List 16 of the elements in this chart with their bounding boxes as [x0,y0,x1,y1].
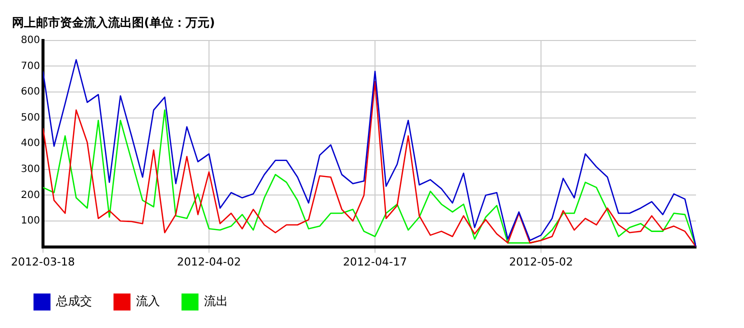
chart-title: 网上邮市资金流入流出图(单位：万元) [12,15,215,30]
x-tick-label: 2012-05-02 [509,255,574,268]
legend-label: 流入 [136,294,160,308]
y-tick-label: 300 [20,164,40,175]
legend-label: 流出 [204,294,228,308]
y-tick-label: 500 [20,112,40,124]
y-tick-label: 200 [20,190,40,201]
x-tick-label: 2012-04-17 [343,255,407,268]
y-tick-label: 700 [20,60,40,72]
legend-label: 总成交 [55,294,92,308]
x-tick-label: 2012-04-02 [177,255,241,268]
y-tick-label: 400 [20,138,40,150]
y-tick-label: 800 [20,34,40,46]
y-tick-label: 100 [20,216,40,227]
y-tick-label: 600 [20,86,40,98]
x-tick-label: 2012-03-18 [10,255,75,268]
